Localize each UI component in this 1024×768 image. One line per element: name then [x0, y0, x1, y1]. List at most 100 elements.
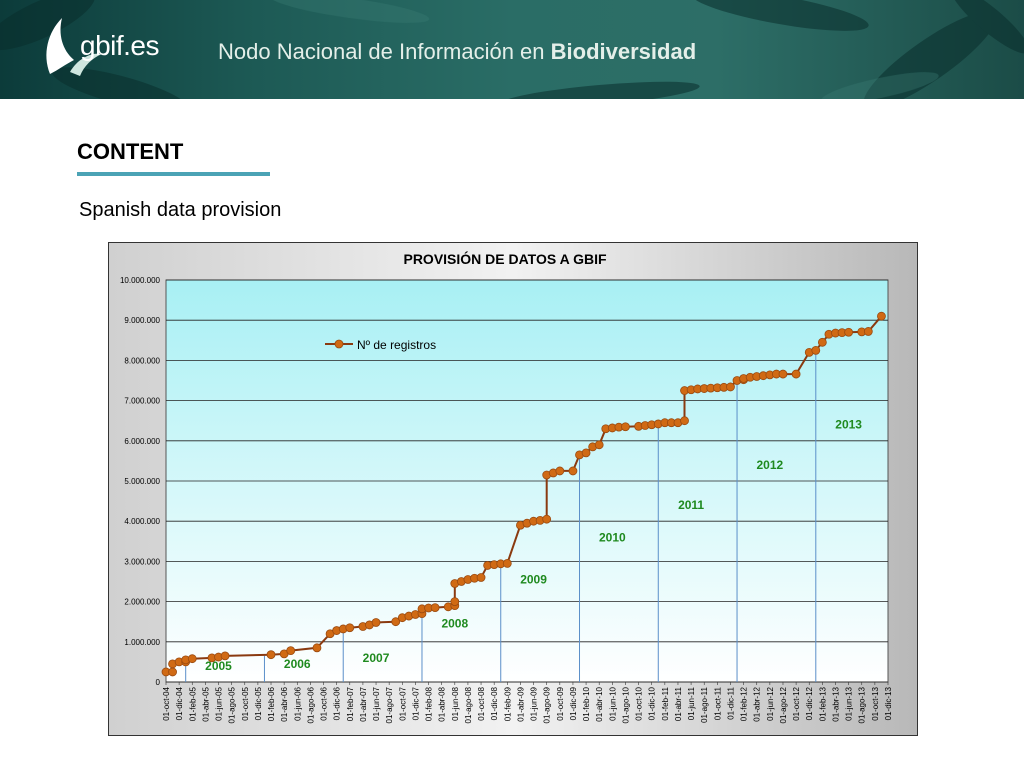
data-point	[312, 643, 322, 653]
banner-title-prefix: Nodo Nacional de Información en	[218, 39, 551, 64]
year-label: 2007	[363, 651, 390, 665]
data-point	[680, 416, 689, 426]
x-tick-label: 01-feb-06	[267, 686, 276, 721]
y-tick-label: 1.000.000	[124, 638, 160, 647]
x-tick-label: 01-jun-12	[766, 686, 775, 720]
x-tick-label: 01-oct-06	[320, 686, 329, 720]
y-tick-label: 8.000.000	[124, 356, 160, 365]
data-point	[266, 650, 276, 660]
x-tick-label: 01-jun-05	[215, 686, 224, 720]
year-label: 2008	[441, 617, 468, 631]
data-point	[187, 654, 197, 664]
legend-marker	[334, 339, 344, 349]
x-tick-label: 01-abr-08	[438, 686, 447, 721]
x-tick-label: 01-abr-09	[516, 686, 525, 721]
x-tick-label: 01-feb-08	[425, 686, 434, 721]
x-tick-label: 01-jun-10	[608, 686, 617, 720]
year-label: 2013	[835, 418, 862, 432]
x-tick-label: 01-dic-05	[254, 686, 263, 720]
foliage-background	[0, 0, 1024, 99]
data-point	[594, 440, 604, 450]
x-tick-label: 01-ago-11	[700, 686, 709, 722]
x-tick-label: 01-feb-09	[503, 686, 512, 721]
x-tick-label: 01-dic-07	[411, 686, 420, 720]
y-tick-label: 10.000.000	[120, 276, 161, 285]
x-tick-label: 01-feb-05	[188, 686, 197, 721]
data-point	[220, 651, 230, 661]
x-tick-label: 01-jun-13	[845, 686, 854, 720]
y-tick-label: 3.000.000	[124, 557, 160, 566]
x-tick-label: 01-dic-13	[884, 686, 893, 720]
banner-title: Nodo Nacional de Información en Biodiver…	[218, 39, 696, 65]
year-label: 2012	[757, 458, 784, 472]
x-tick-label: 01-abr-05	[201, 686, 210, 721]
data-point	[168, 667, 177, 677]
data-point	[621, 422, 630, 432]
y-tick-label: 4.000.000	[124, 517, 160, 526]
x-tick-label: 01-feb-12	[740, 686, 749, 721]
x-tick-label: 01-oct-08	[477, 686, 486, 720]
x-tick-label: 01-dic-04	[175, 686, 184, 720]
y-tick-label: 7.000.000	[124, 397, 160, 406]
data-point	[555, 466, 565, 476]
x-tick-label: 01-abr-10	[595, 686, 604, 721]
x-tick-label: 01-ago-08	[464, 686, 473, 723]
x-tick-label: 01-abr-13	[831, 686, 840, 721]
data-provision-chart: PROVISIÓN DE DATOS A GBIF 0 1.000.000 2.00…	[108, 242, 918, 736]
x-tick-label: 01-dic-08	[490, 686, 499, 720]
series-registros	[161, 311, 886, 677]
x-tick-label: 01-dic-12	[805, 686, 814, 720]
x-tick-label: 01-ago-10	[621, 686, 630, 723]
banner-title-strong: Biodiversidad	[550, 39, 697, 64]
grid-lines	[166, 279, 888, 683]
data-point	[476, 573, 486, 582]
data-point	[811, 345, 821, 355]
data-point	[450, 597, 460, 607]
x-tick-label: 01-ago-06	[306, 686, 315, 723]
logo-text: gbif.es	[80, 30, 160, 61]
x-tick-label: 01-oct-04	[162, 686, 171, 720]
y-tick-label: 9.000.000	[124, 316, 160, 325]
x-tick-label: 01-ago-12	[779, 686, 788, 723]
x-tick-label: 01-abr-06	[280, 686, 289, 721]
x-tick-label: 01-dic-06	[333, 686, 342, 720]
x-tick-label: 01-jun-09	[530, 686, 539, 720]
section-divider	[77, 172, 270, 176]
data-point	[502, 559, 512, 568]
data-point	[581, 448, 591, 458]
data-point	[791, 369, 801, 379]
x-tick-label: 01-oct-11	[713, 686, 722, 720]
x-tick-label: 01-feb-07	[346, 686, 355, 721]
y-axis-labels: 0 1.000.000 2.000.000 3.000.000 4.000.000 5.0…	[120, 276, 161, 687]
x-tick-label: 01-abr-12	[753, 686, 762, 721]
data-point	[844, 327, 854, 337]
legend-label: Nº de registros	[357, 338, 436, 352]
x-tick-label: 01-ago-09	[543, 686, 552, 723]
x-tick-label: 01-dic-09	[569, 686, 578, 720]
x-tick-label: 01-feb-11	[661, 686, 670, 720]
x-tick-label: 01-ago-13	[858, 686, 867, 723]
data-point	[371, 618, 381, 627]
gbif-logo	[46, 18, 102, 76]
x-tick-label: 01-abr-07	[359, 686, 368, 721]
chart-title: PROVISIÓN DE DATOS A GBIF	[403, 250, 606, 267]
x-tick-label: 01-oct-05	[241, 686, 250, 720]
chart-legend: Nº de registros	[325, 338, 436, 352]
x-tick-label: 01-ago-07	[385, 686, 394, 723]
header-banner: gbif.es Nodo Nacional de Información en …	[0, 0, 1024, 99]
year-labels: 2005 2006 2007 2008 2009 2010 2011 2012 2013	[205, 418, 862, 673]
x-tick-label: 01-feb-10	[582, 686, 591, 721]
data-point	[568, 466, 578, 476]
year-boundary-lines	[185, 350, 817, 682]
x-tick-label: 01-jun-07	[372, 686, 381, 720]
y-tick-label: 0	[156, 678, 161, 687]
x-tick-label: 01-dic-10	[648, 686, 657, 720]
year-label: 2010	[599, 530, 626, 544]
chart-container: PROVISIÓN DE DATOS A GBIF 0 1.000.000 2.00…	[108, 242, 918, 736]
x-tick-label: 01-feb-13	[818, 686, 827, 721]
x-tick-label: 01-oct-07	[398, 686, 407, 720]
year-label: 2009	[520, 573, 547, 587]
x-tick-label: 01-oct-13	[871, 686, 880, 720]
x-tick-label: 01-oct-10	[635, 686, 644, 720]
data-point	[345, 623, 355, 633]
